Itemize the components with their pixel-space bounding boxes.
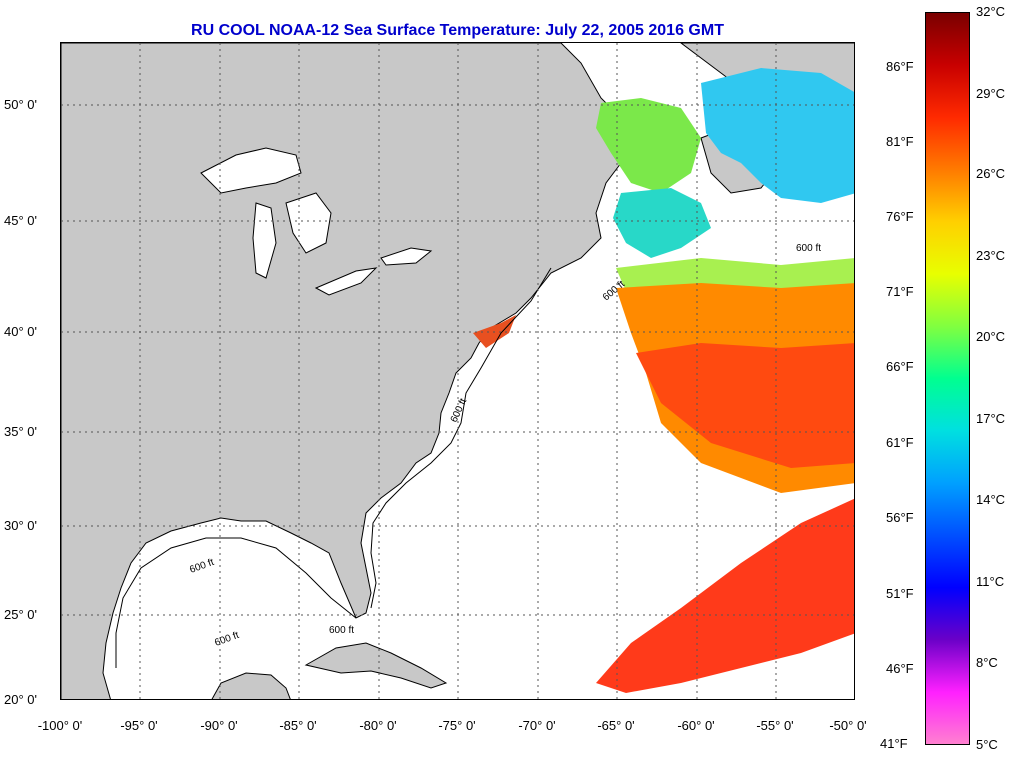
lon-label-90: -90° 0' (200, 718, 238, 733)
colorbar-c-label-26: 26°C (976, 166, 1006, 181)
lat-label-45: 45° 0' (4, 213, 37, 228)
bathymetry-label-newfoundland: 600 ft (796, 243, 821, 254)
lon-label-60: -60° 0' (677, 718, 715, 733)
yucatan-land (211, 672, 291, 699)
colorbar-f-label-71: 71°F (886, 284, 914, 299)
colorbar-f-label-66: 66°F (886, 359, 914, 374)
sst-labrador-sea (701, 68, 854, 203)
colorbar-c-label-23: 23°C (976, 248, 1006, 263)
cuba-island (304, 642, 448, 689)
bathymetry-label-florida: 600 ft (329, 625, 354, 636)
colorbar-c-label-11: 11°C (976, 574, 1005, 589)
colorbar-f-label-86: 86°F (886, 59, 914, 74)
sst-gulf-st-lawrence (596, 98, 701, 193)
lat-label-30: 30° 0' (4, 518, 37, 533)
lake-erie (314, 267, 378, 296)
lake-ontario (380, 247, 433, 266)
colorbar-c-label-8: 8°C (976, 655, 998, 670)
colorbar-f-label-61: 61°F (886, 435, 914, 450)
colorbar-f-label-51: 51°F (886, 586, 914, 601)
lat-label-50: 50° 0' (4, 97, 37, 112)
sst-gulf-stream-core (636, 343, 854, 468)
colorbar-f-label-56: 56°F (886, 510, 914, 525)
lat-label-20: 20° 0' (4, 692, 37, 707)
lat-label-40: 40° 0' (4, 324, 37, 339)
lake-superior (200, 147, 302, 194)
temperature-colorbar (925, 12, 970, 745)
lon-label-65: -65° 0' (597, 718, 635, 733)
map-canvas: 600 ft 600 ft 600 ft 600 ft 600 ft 600 f… (61, 43, 854, 699)
colorbar-f-label-81: 81°F (886, 134, 914, 149)
sst-grand-banks (613, 188, 711, 258)
lon-label-50: -50° 0' (829, 718, 867, 733)
lon-label-95: -95° 0' (120, 718, 158, 733)
north-america-land (61, 43, 637, 699)
lon-label-85: -85° 0' (279, 718, 317, 733)
colorbar-f-label-41: 41°F (880, 736, 908, 751)
map-title: RU COOL NOAA-12 Sea Surface Temperature:… (191, 22, 724, 39)
bathymetry-600ft-atlantic (370, 267, 552, 609)
colorbar-c-label-32: 32°C (976, 4, 1006, 19)
colorbar-f-label-46: 46°F (886, 661, 914, 676)
lon-label-70: -70° 0' (518, 718, 556, 733)
lon-label-55: -55° 0' (756, 718, 794, 733)
bathymetry-600ft-gulf (115, 537, 357, 668)
lat-label-25: 25° 0' (4, 607, 37, 622)
lon-label-75: -75° 0' (438, 718, 476, 733)
lake-huron (285, 192, 332, 254)
colorbar-c-label-17: 17°C (976, 411, 1006, 426)
lon-label-100: -100° 0' (37, 718, 83, 733)
sst-map: 600 ft 600 ft 600 ft 600 ft 600 ft 600 f… (60, 42, 855, 700)
colorbar-c-label-5: 5°C (976, 737, 998, 752)
colorbar-c-label-29: 29°C (976, 86, 1006, 101)
colorbar-c-label-14: 14°C (976, 492, 1006, 507)
colorbar-f-label-76: 76°F (886, 209, 914, 224)
colorbar-c-label-20: 20°C (976, 329, 1006, 344)
sst-sargasso-south (596, 498, 854, 693)
lake-michigan (252, 202, 277, 279)
lat-lon-grid (61, 43, 854, 699)
lon-label-80: -80° 0' (359, 718, 397, 733)
lat-label-35: 35° 0' (4, 424, 37, 439)
